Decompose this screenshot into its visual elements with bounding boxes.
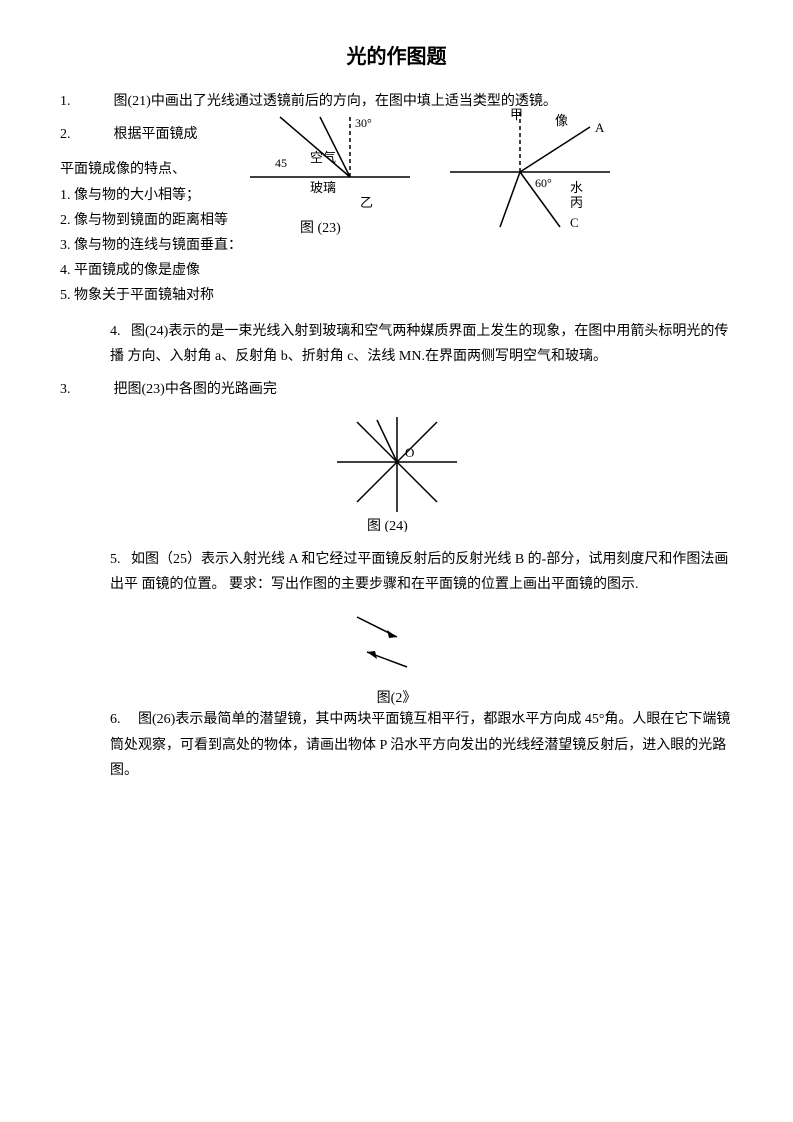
diagram-25-svg [337,607,457,677]
diagram-25 [60,607,733,682]
diagram-23: 30° 45 空气 玻璃 乙 图 (23) [240,107,420,242]
diagram-23-svg: 30° 45 空气 玻璃 乙 图 (23) [240,107,420,237]
q3-text: 把图(23)中各图的光路画完 [114,382,277,397]
q4-num: 4. [110,324,121,339]
diagram-25-caption: 图(2》 [60,687,733,707]
d22-bing: 丙 [570,195,583,210]
d24-caption: 图 (24) [367,519,408,532]
d23-angle45: 45 [275,156,287,170]
d22-water: 水 [570,180,583,195]
diagram-22-svg: 甲 像 A 60° 水 丙 C [440,107,640,237]
q3-num: 3. [60,377,110,402]
page-title: 光的作图题 [60,40,733,69]
d22-angle60: 60° [535,176,552,190]
q5-num: 5. [110,552,121,567]
q6-text: 图(26)表示最简单的潜望镜，其中两块平面镜互相平行，都跟水平方向成 45°角。… [110,712,730,777]
d23-air: 空气 [310,150,336,165]
d22-xiang: 像 [555,113,568,128]
q6-num: 6. [110,712,121,727]
d23-angle30: 30° [355,116,372,130]
d23-glass: 玻璃 [310,180,336,195]
diagram-24-svg: O 图 (24) [327,412,467,532]
question-5: 5. 如图（25）表示入射光线 A 和它经过平面镜反射后的反射光线 B 的-部分… [110,547,733,597]
d23-yi: 乙 [360,195,373,210]
mirror-p4: 4. 平面镜成的像是虚像 [60,258,733,283]
q4-text: 图(24)表示的是一束光线入射到玻璃和空气两种媒质界面上发生的现象，在图中用箭头… [110,324,728,364]
diagram-22: 甲 像 A 60° 水 丙 C [440,107,640,242]
d22-C: C [570,215,579,230]
question-4: 4. 图(24)表示的是一束光线入射到玻璃和空气两种媒质界面上发生的现象，在图中… [110,319,733,369]
question-6: 6. 图(26)表示最简单的潜望镜，其中两块平面镜互相平行，都跟水平方向成 45… [110,707,733,783]
q5-text: 如图（25）表示入射光线 A 和它经过平面镜反射后的反射光线 B 的-部分，试用… [110,552,728,592]
diagram-24: O 图 (24) [60,412,733,537]
d24-O: O [405,445,414,460]
d22-A: A [595,120,605,135]
d23-caption: 图 (23) [300,221,341,236]
question-3: 3. 把图(23)中各图的光路画完 [60,377,733,402]
d22-jia: 甲 [510,107,523,122]
mirror-p5: 5. 物象关于平面镜轴对称 [60,283,733,308]
